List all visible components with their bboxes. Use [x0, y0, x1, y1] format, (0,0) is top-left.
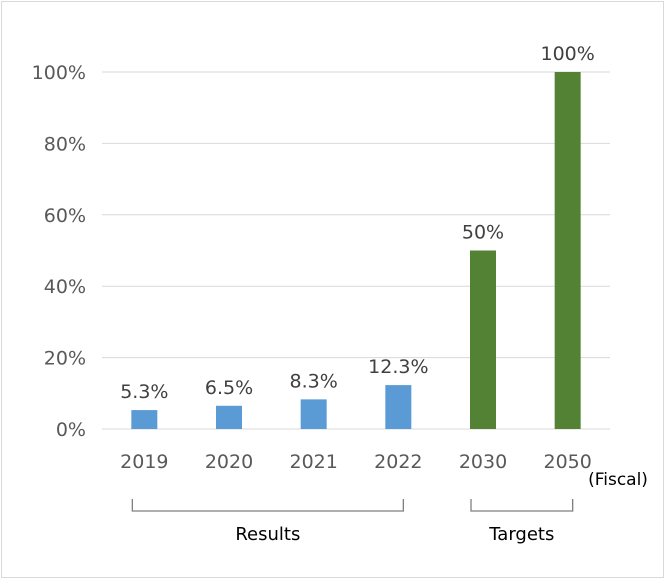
data-label-2019: 5.3%	[120, 381, 168, 403]
bracket-results: Results	[131, 499, 404, 545]
data-label-2021: 8.3%	[290, 370, 338, 392]
data-label-2022: 12.3%	[368, 356, 428, 378]
bar-2021	[300, 399, 327, 429]
bracket-line	[131, 499, 404, 512]
data-label-2020: 6.5%	[205, 377, 253, 399]
group-label: Targets	[488, 524, 554, 545]
x-tick-label: 2050	[543, 451, 591, 473]
group-label: Results	[235, 524, 300, 545]
bar-2019	[131, 410, 158, 429]
y-tick-label: 60%	[44, 205, 86, 227]
y-tick-label: 0%	[56, 419, 86, 441]
x-unit-label: (Fiscal)	[588, 470, 648, 490]
x-axis-tick-labels: 2019 2020 2021 2022 2030 2050	[120, 451, 592, 473]
y-axis-tick-labels: 0% 20% 40% 60% 80% 100%	[32, 62, 86, 441]
gridlines	[102, 71, 610, 430]
bars	[131, 72, 581, 429]
data-label-2030: 50%	[462, 222, 504, 244]
bar-2020	[216, 405, 242, 429]
x-tick-label: 2022	[374, 451, 422, 473]
x-tick-label: 2030	[459, 451, 507, 473]
y-tick-label: 40%	[44, 276, 86, 298]
x-tick-label: 2019	[120, 451, 168, 473]
y-tick-label: 80%	[44, 133, 86, 155]
group-brackets: Results Targets	[131, 499, 574, 545]
x-tick-label: 2020	[205, 451, 253, 473]
bar-2022	[385, 385, 412, 429]
bracket-line	[470, 499, 574, 512]
bar-2050	[554, 72, 581, 429]
data-labels: 5.3% 6.5% 8.3% 12.3% 50% 100%	[120, 43, 595, 403]
x-tick-label: 2021	[289, 451, 337, 473]
y-tick-label: 100%	[32, 62, 86, 84]
bracket-targets: Targets	[470, 499, 574, 545]
bar-2030	[470, 250, 496, 429]
y-tick-label: 20%	[44, 348, 86, 370]
data-label-2050: 100%	[541, 43, 595, 65]
